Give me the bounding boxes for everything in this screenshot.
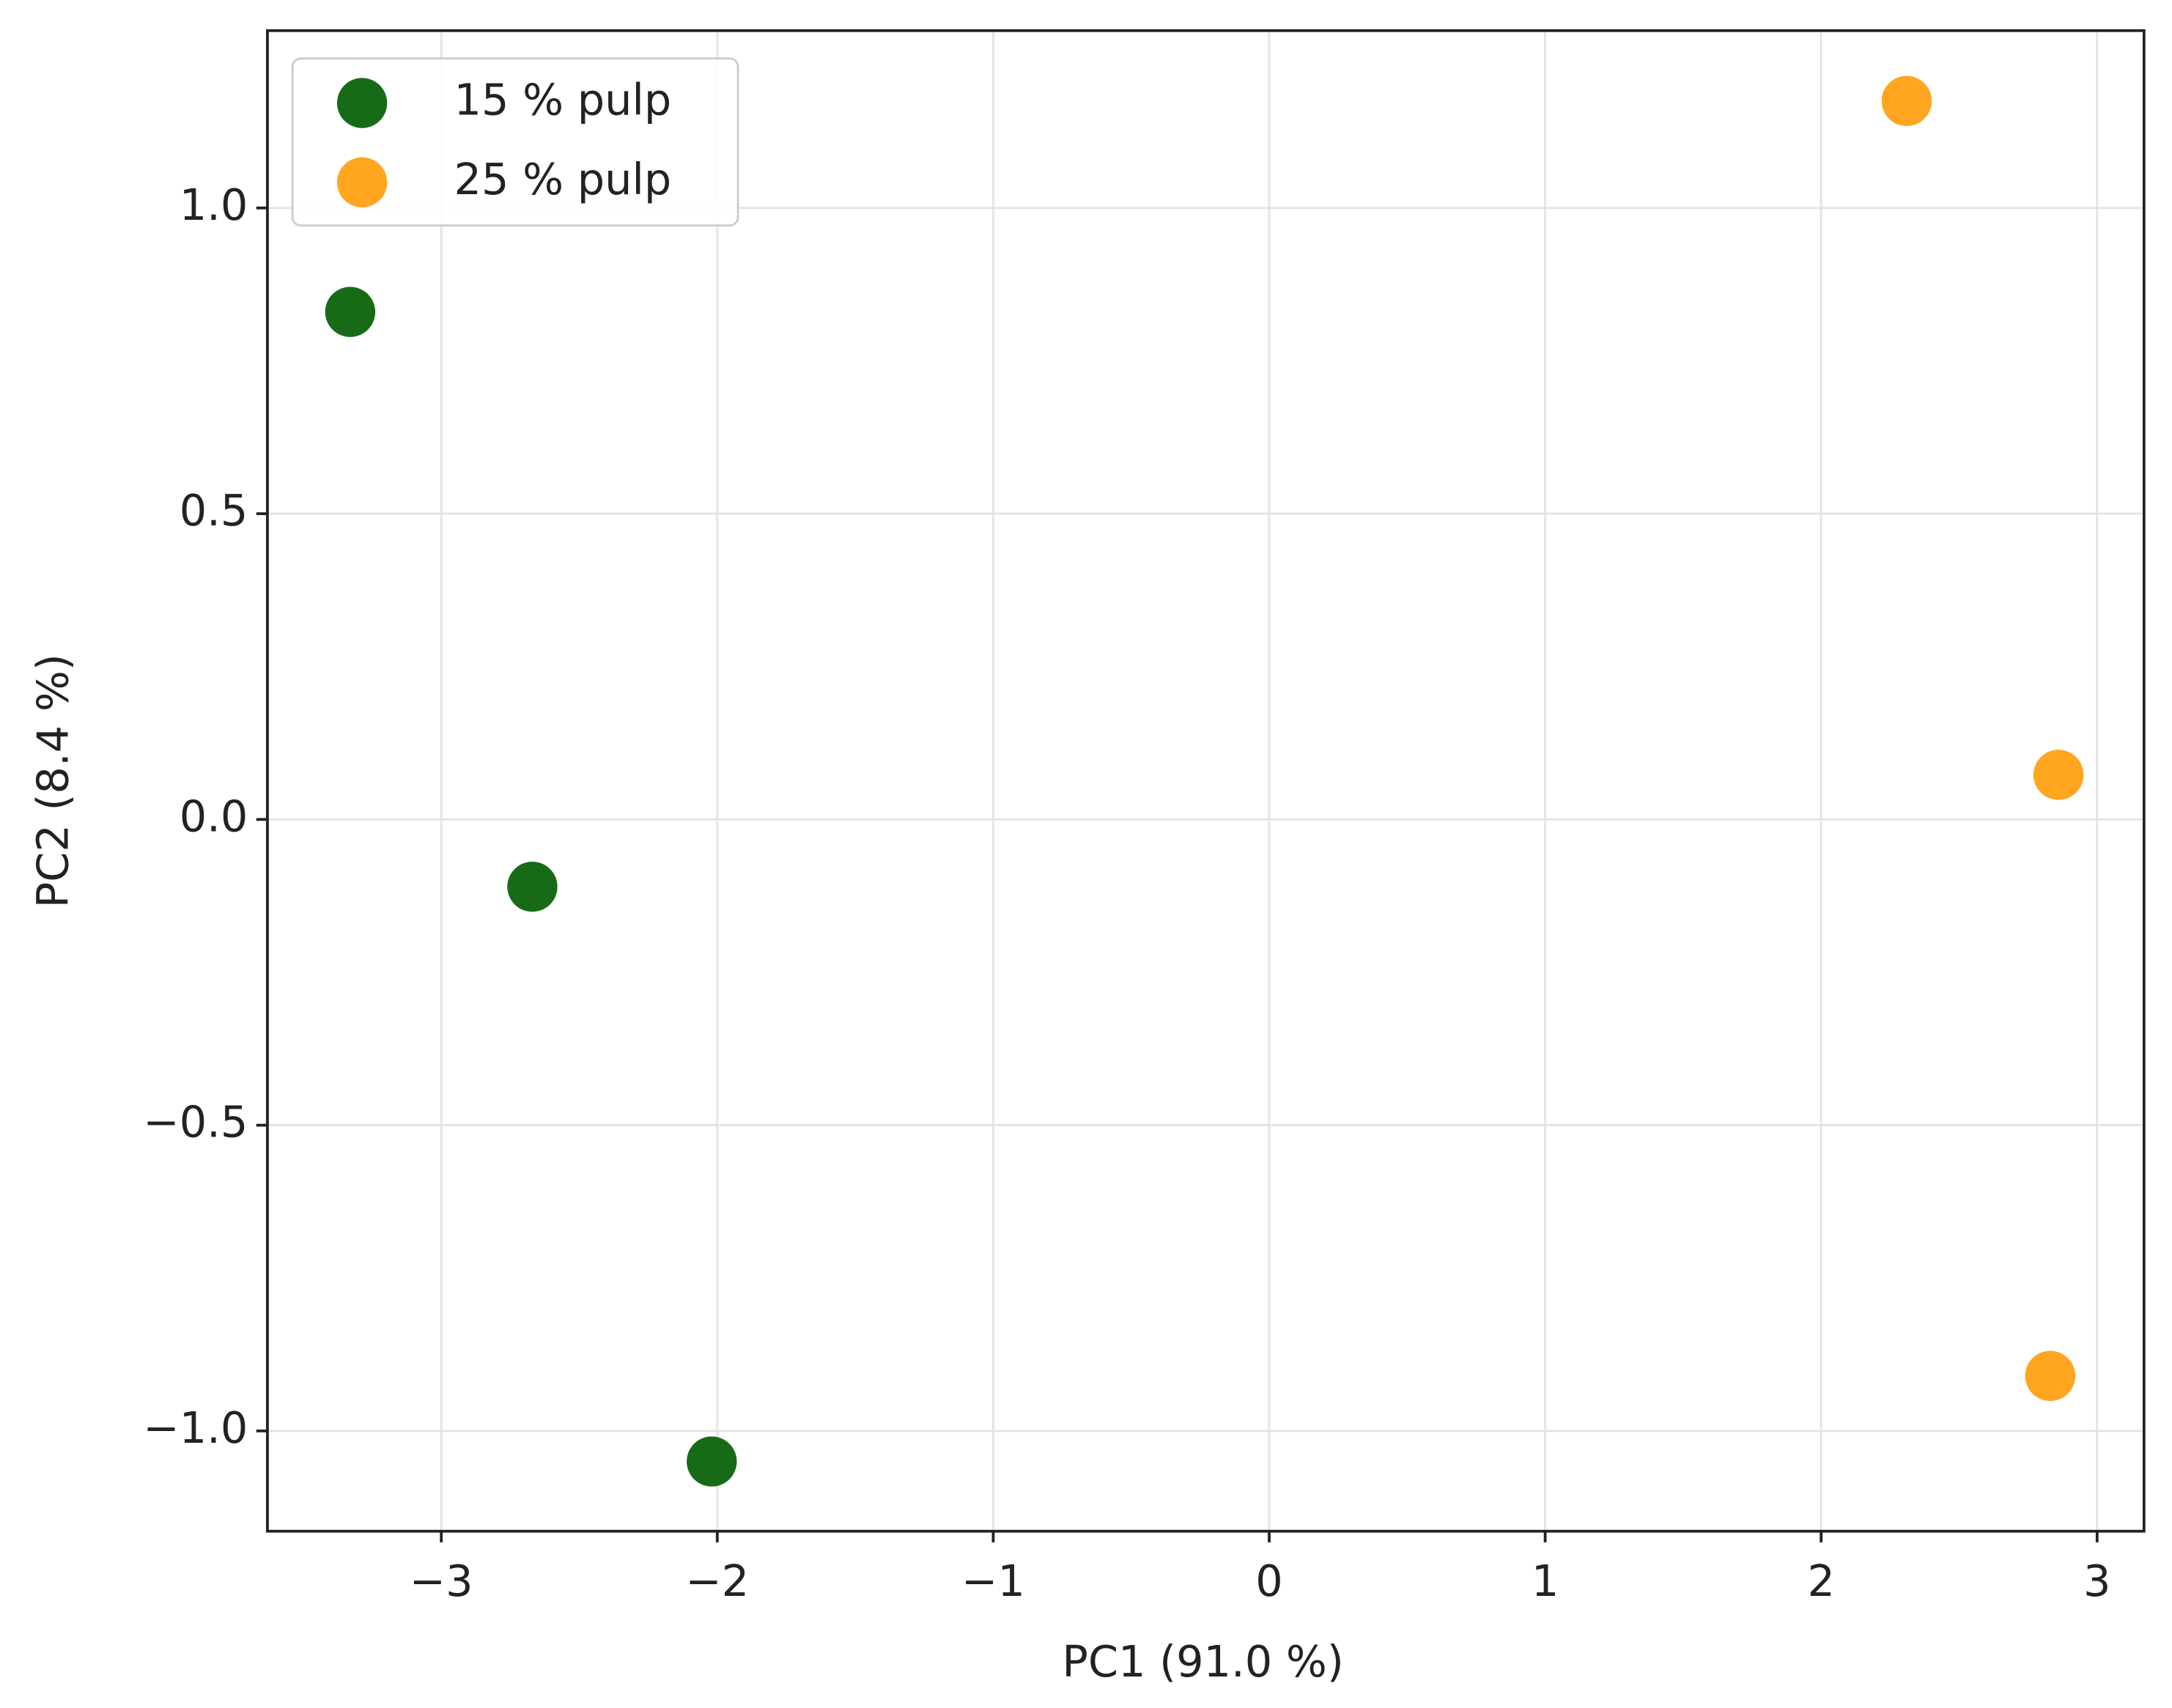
- legend-marker: [336, 157, 388, 208]
- y-tick-label: 0.5: [180, 485, 248, 536]
- x-tick-label: −2: [685, 1556, 749, 1606]
- y-tick-label: −0.5: [143, 1097, 248, 1147]
- legend-label: 25 % pulp: [454, 154, 672, 204]
- y-tick-label: −1.0: [143, 1402, 248, 1453]
- y-tick-label: 0.0: [180, 791, 248, 841]
- x-tick-label: 1: [1532, 1556, 1559, 1606]
- x-tick-label: 2: [1807, 1556, 1834, 1606]
- point: [687, 1436, 737, 1487]
- y-axis-label: PC2 (8.4 %): [27, 654, 78, 908]
- x-axis-label: PC1 (91.0 %): [1062, 1636, 1343, 1687]
- point: [1881, 75, 1932, 126]
- legend-marker: [336, 78, 388, 128]
- point: [325, 286, 376, 337]
- legend-label: 15 % pulp: [454, 75, 672, 125]
- point: [507, 861, 558, 912]
- point: [2033, 750, 2084, 800]
- y-tick-label: 1.0: [180, 180, 248, 230]
- x-tick-label: 0: [1255, 1556, 1282, 1606]
- x-tick-label: −1: [961, 1556, 1025, 1606]
- point: [2025, 1350, 2075, 1401]
- x-tick-label: 3: [2083, 1556, 2110, 1606]
- legend-box: [291, 57, 739, 227]
- x-tick-label: −3: [410, 1556, 473, 1606]
- plot-frame: [266, 29, 2146, 1533]
